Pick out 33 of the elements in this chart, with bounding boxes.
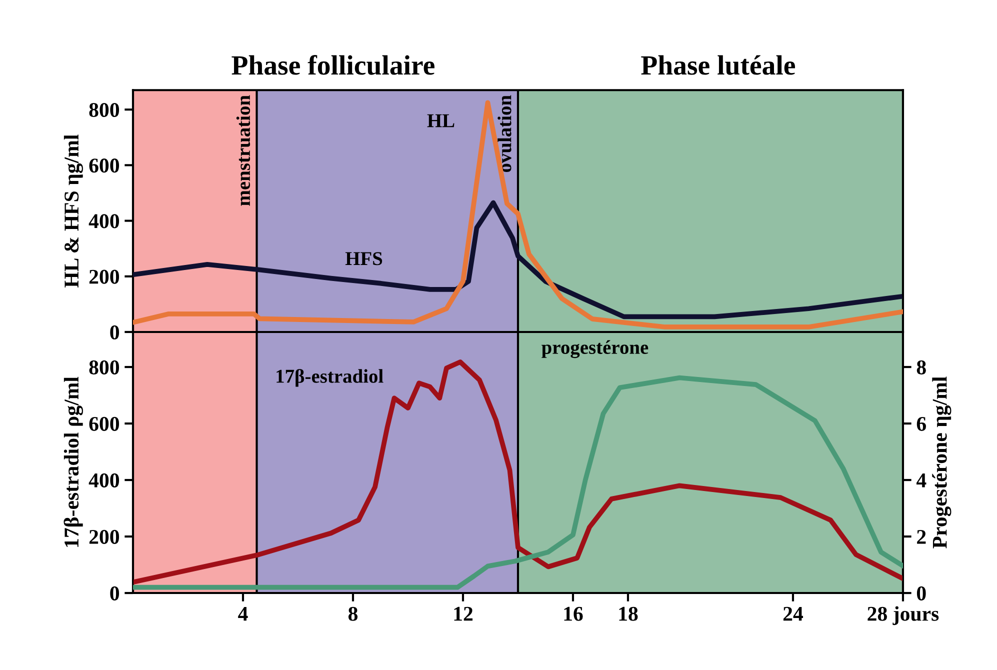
x-tick-label: 18 xyxy=(619,606,638,621)
x-tick-label: 24 xyxy=(783,606,804,621)
y-tick-label: 200 xyxy=(89,530,120,544)
text: Phase folliculaire xyxy=(232,54,434,75)
y-tick-label: 600 xyxy=(89,158,120,173)
annotation: HL xyxy=(427,114,454,128)
annotation: HFS xyxy=(345,252,382,266)
annotation: progestérone xyxy=(542,340,648,358)
y-tick-label: 400 xyxy=(88,473,120,488)
y-tick-label: 600 xyxy=(89,416,120,431)
ref-line-label: ovulation xyxy=(498,95,512,172)
y2-axis-title: Progestérone ηg/ml xyxy=(932,376,952,548)
y-tick-label: 400 xyxy=(88,214,120,228)
text: Phase lutéale xyxy=(641,55,796,75)
annotation: 17β-estradiol xyxy=(276,368,384,387)
y-tick-label: 800 xyxy=(89,360,120,374)
x-tick-label: 4 xyxy=(238,606,248,621)
y-tick-label: 0 xyxy=(110,586,120,600)
x-tick-label: 16 xyxy=(564,606,583,621)
y-tick-label: 0 xyxy=(110,325,120,340)
y2-tick-label: 0 xyxy=(916,586,926,600)
y2-tick-label: 2 xyxy=(917,530,926,544)
y-tick-label: 200 xyxy=(89,270,120,284)
x-tick-label: 8 xyxy=(348,606,358,621)
y-axis-title: 17β-estradiol ρg/ml xyxy=(64,376,83,547)
x-tick-label: 12 xyxy=(454,606,473,621)
ref-line-label: menstruation xyxy=(236,95,250,206)
y2-tick-label: 4 xyxy=(916,474,926,488)
y-tick-label: 800 xyxy=(89,102,120,118)
y-axis-title: HL & HFS ηg/ml xyxy=(64,134,83,288)
x-tick-label: 28 jours xyxy=(868,606,939,626)
y2-tick-label: 6 xyxy=(916,416,926,431)
y2-tick-label: 8 xyxy=(916,360,926,374)
